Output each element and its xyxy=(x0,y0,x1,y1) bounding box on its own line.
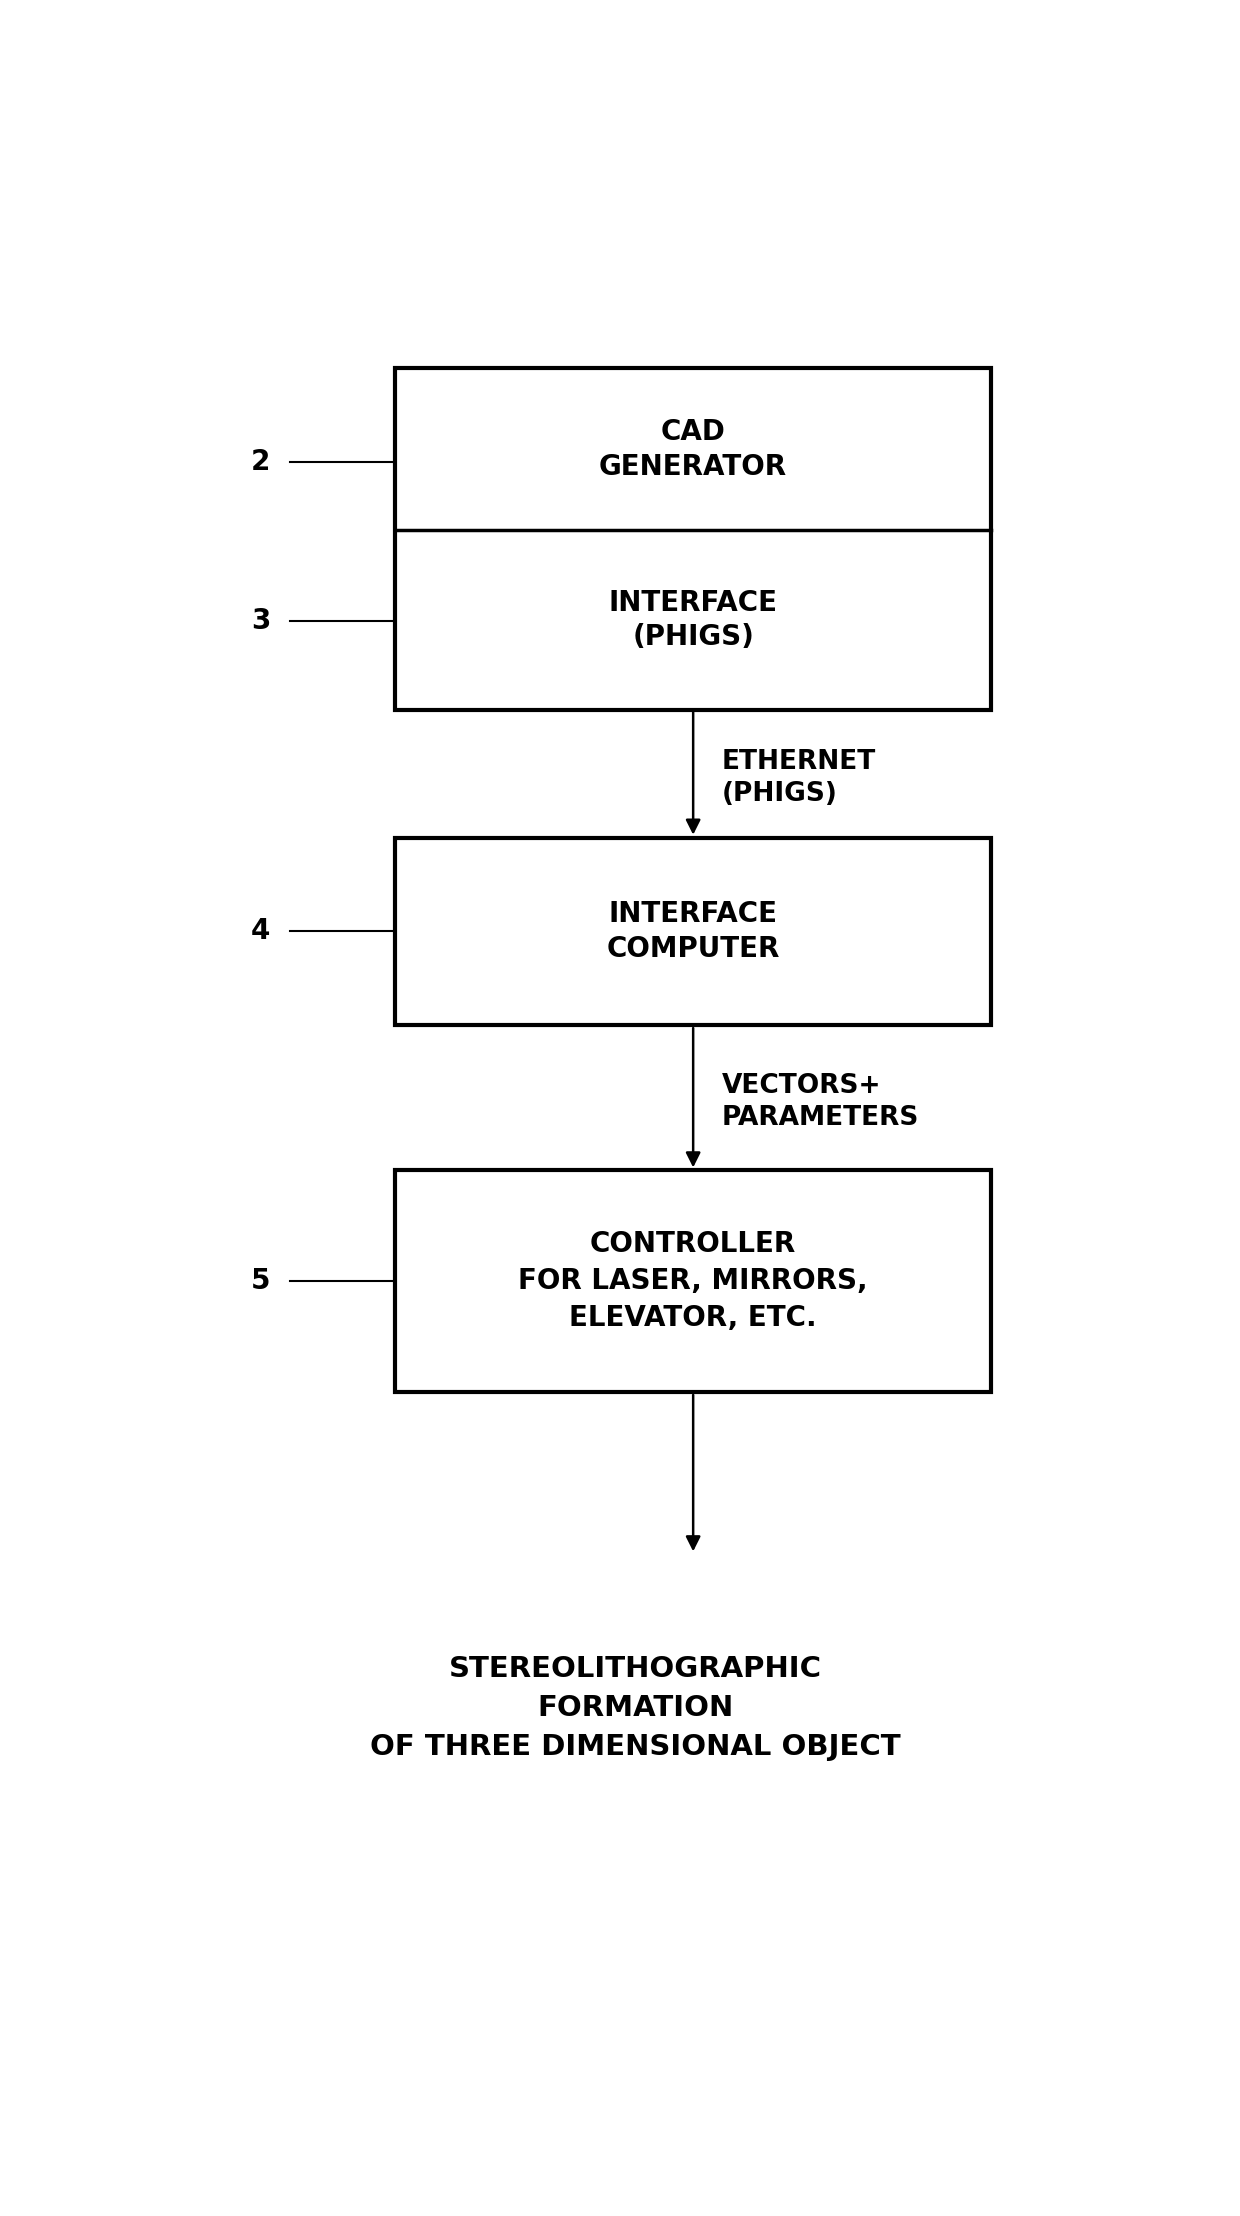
Text: 2: 2 xyxy=(250,448,270,476)
Bar xyxy=(396,1170,991,1392)
Text: CAD
GENERATOR: CAD GENERATOR xyxy=(599,419,787,481)
Bar xyxy=(396,838,991,1026)
Text: VECTORS+
PARAMETERS: VECTORS+ PARAMETERS xyxy=(722,1073,919,1130)
Text: ETHERNET
(PHIGS): ETHERNET (PHIGS) xyxy=(722,749,877,807)
Bar xyxy=(396,368,991,709)
Text: 3: 3 xyxy=(250,607,270,634)
Text: STEREOLITHOGRAPHIC
FORMATION
OF THREE DIMENSIONAL OBJECT: STEREOLITHOGRAPHIC FORMATION OF THREE DI… xyxy=(371,1655,900,1762)
Text: INTERFACE
COMPUTER: INTERFACE COMPUTER xyxy=(606,900,780,962)
Text: 5: 5 xyxy=(250,1268,270,1294)
Text: CONTROLLER
FOR LASER, MIRRORS,
ELEVATOR, ETC.: CONTROLLER FOR LASER, MIRRORS, ELEVATOR,… xyxy=(518,1230,868,1332)
Text: 4: 4 xyxy=(250,917,270,946)
Text: INTERFACE
(PHIGS): INTERFACE (PHIGS) xyxy=(609,589,777,652)
